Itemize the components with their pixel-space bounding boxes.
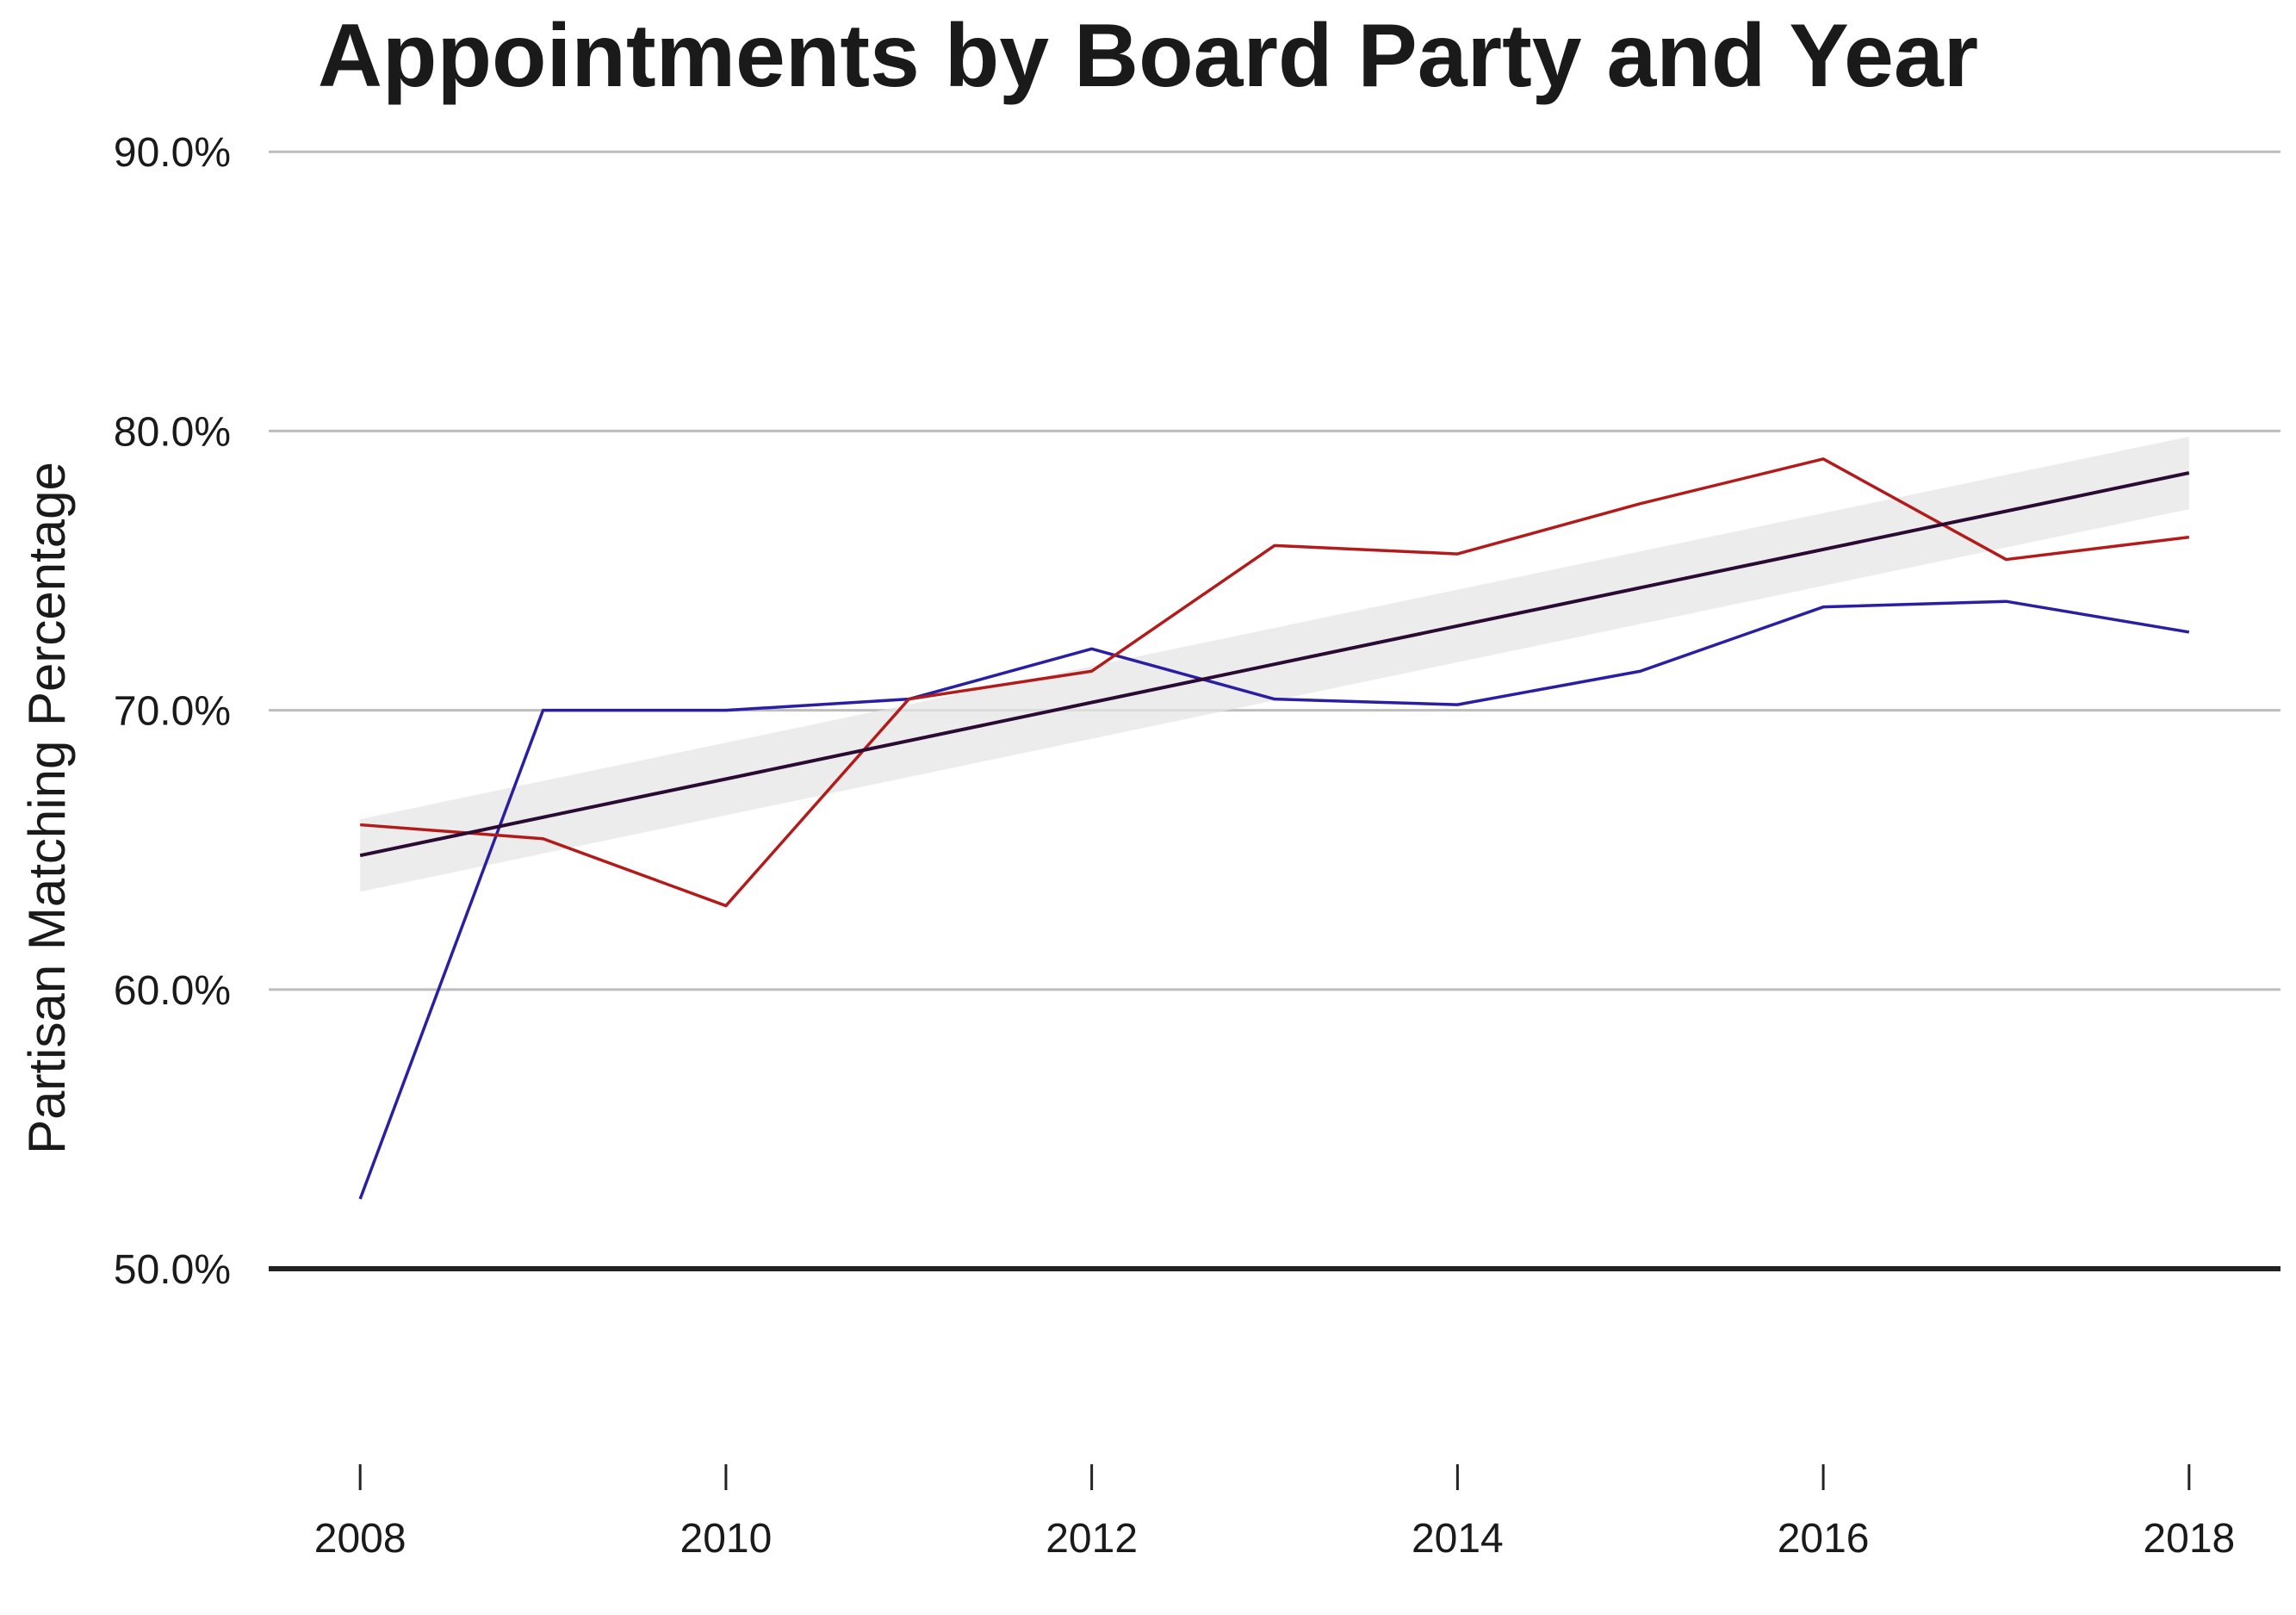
y-tick-label: 90.0%	[114, 130, 231, 176]
y-tick-label: 60.0%	[114, 968, 231, 1014]
y-axis-ticks: 50.0% 60.0% 70.0% 80.0% 90.0%	[114, 130, 231, 1293]
series-line-blue	[358, 599, 2190, 1200]
series-line-red	[360, 457, 2190, 908]
trend-line	[359, 471, 2190, 858]
x-tick-label: 2010	[680, 1516, 773, 1562]
x-tick-label: 2018	[2143, 1516, 2235, 1562]
y-tick-label: 50.0%	[114, 1247, 231, 1293]
y-tick-label: 80.0%	[114, 409, 231, 455]
x-tick-label: 2016	[1778, 1516, 1870, 1562]
x-tick-label: 2008	[314, 1516, 406, 1562]
y-tick-label: 70.0%	[114, 689, 231, 735]
y-axis-label: Partisan Matching Percentage	[18, 462, 76, 1154]
series-layer	[358, 457, 2190, 1200]
x-tick-label: 2014	[1412, 1516, 1504, 1562]
x-axis-ticks: 2008 2010 2012 2014 2016 2018	[314, 1464, 2235, 1562]
chart-title: Appointments by Board Party and Year	[318, 6, 1978, 106]
x-tick-label: 2012	[1046, 1516, 1138, 1562]
